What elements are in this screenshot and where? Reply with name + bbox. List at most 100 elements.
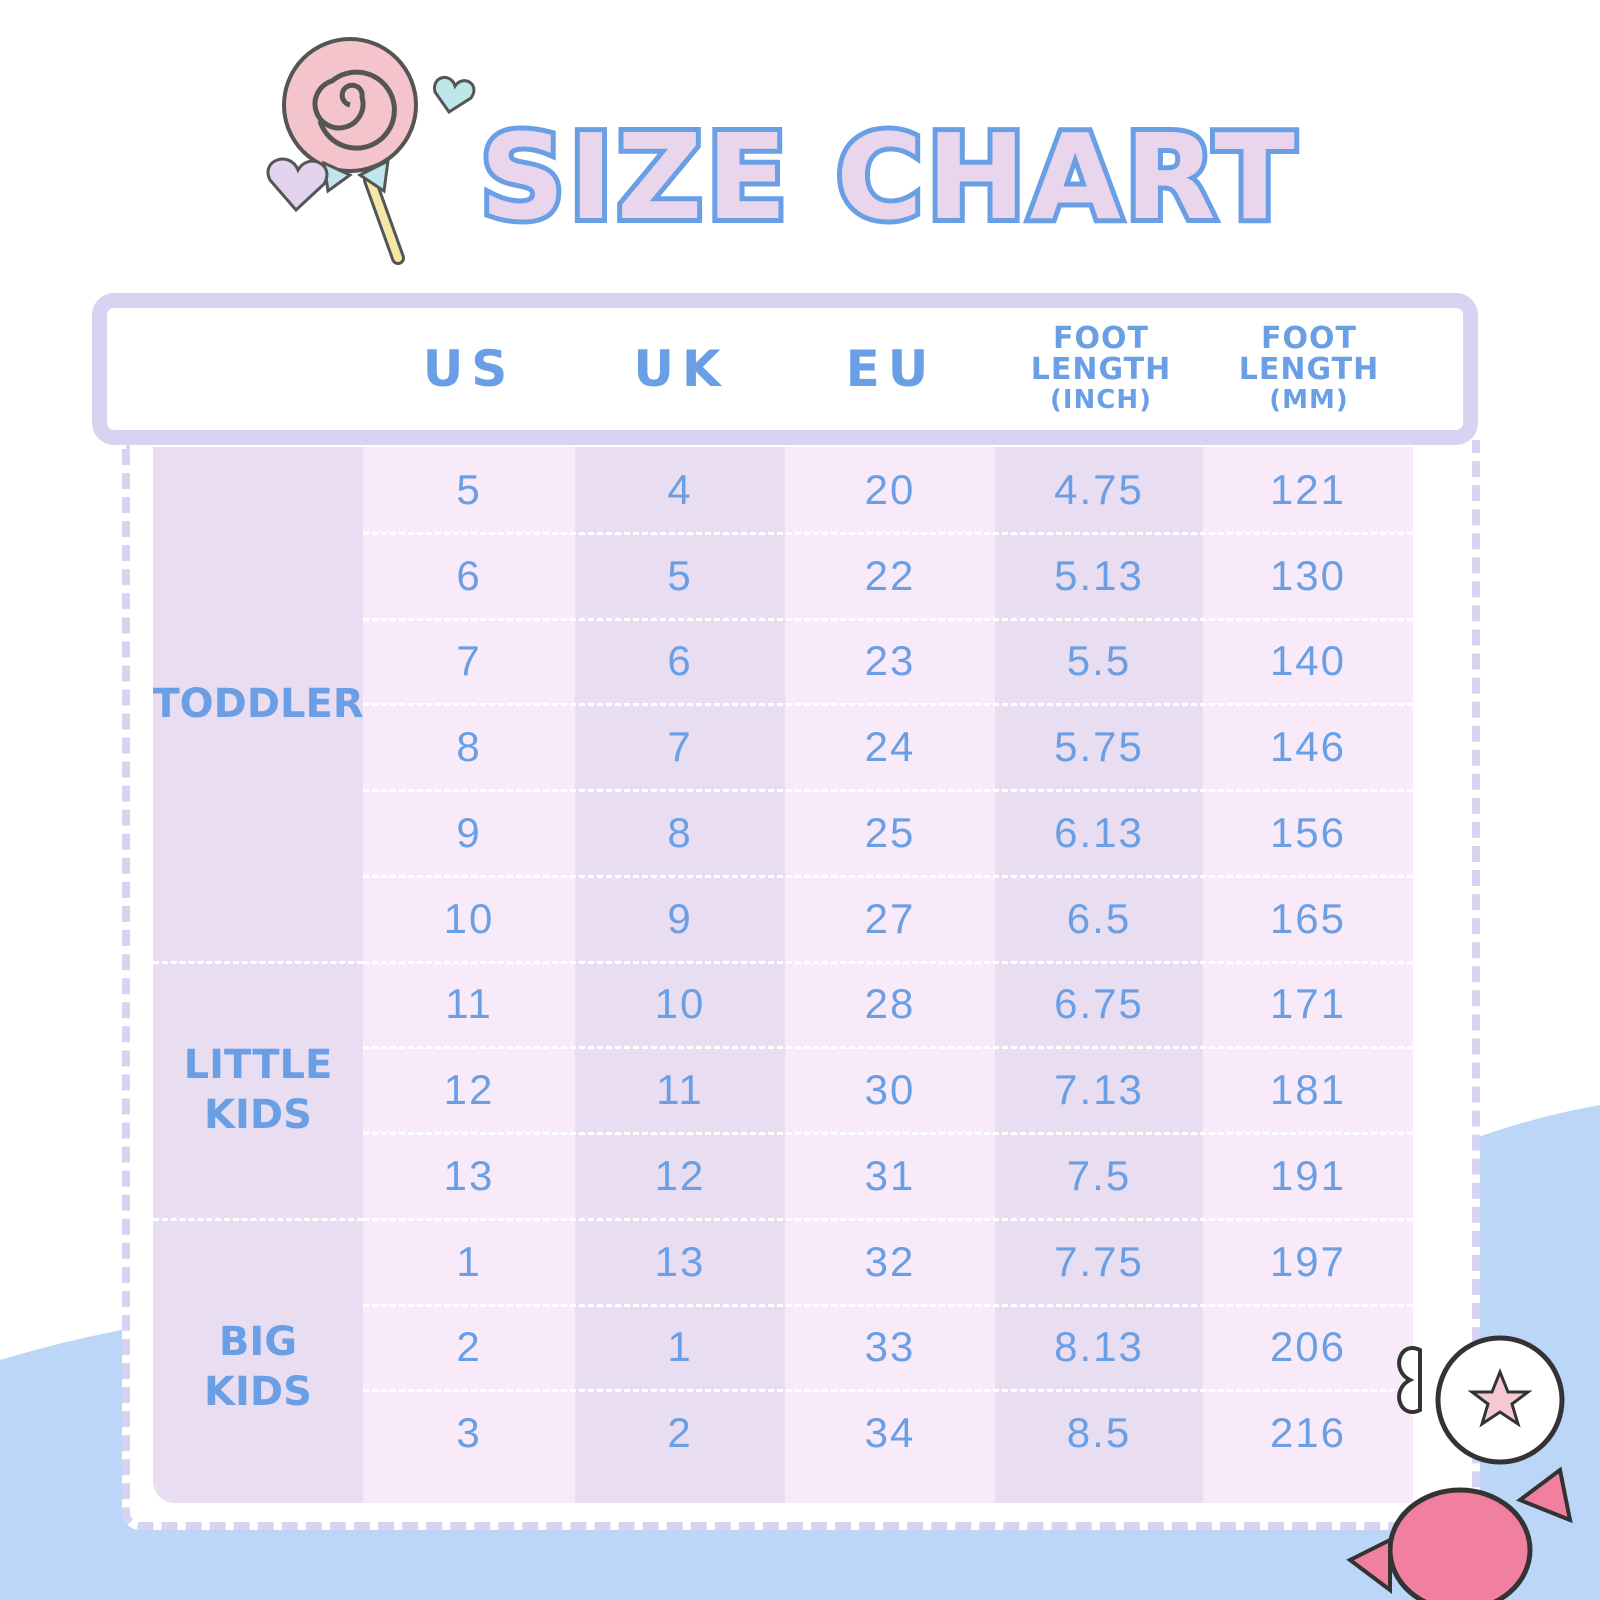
category-cell: LITTLE KIDS bbox=[153, 961, 363, 1219]
category-label: KIDS bbox=[204, 1369, 312, 1416]
column-header-line: (MM) bbox=[1269, 384, 1349, 415]
table-cell: 9 bbox=[456, 808, 482, 856]
table-cell: 5.13 bbox=[1054, 551, 1144, 599]
table-cell: 9 bbox=[667, 894, 693, 942]
table-cell: 20 bbox=[864, 465, 916, 513]
table-cell: 1 bbox=[667, 1323, 693, 1371]
column-header: US bbox=[363, 308, 575, 430]
category-cell: BIG KIDS bbox=[153, 1218, 363, 1503]
column-header: EU bbox=[785, 308, 997, 430]
column-background bbox=[785, 447, 995, 1503]
column-header-line: US bbox=[422, 340, 516, 398]
row-divider bbox=[363, 531, 1413, 535]
table-cell: 5 bbox=[456, 465, 482, 513]
table-cell: 165 bbox=[1269, 894, 1347, 942]
table-header: US UK EU FOOT LENGTH (INCH) FOOT LENGTH (MM) bbox=[92, 293, 1478, 445]
table-cell: 23 bbox=[864, 637, 916, 685]
row-divider bbox=[363, 1389, 1413, 1393]
column-background bbox=[575, 447, 785, 1503]
table-cell: 8 bbox=[667, 808, 693, 856]
row-divider bbox=[363, 1217, 1413, 1221]
column-header: UK bbox=[575, 308, 787, 430]
table-cell: 6.5 bbox=[1066, 894, 1132, 942]
column-background bbox=[1203, 447, 1413, 1503]
row-divider bbox=[363, 1132, 1413, 1135]
table-cell: 31 bbox=[864, 1151, 916, 1199]
table-cell: 13 bbox=[443, 1151, 495, 1199]
table-cell: 191 bbox=[1269, 1151, 1347, 1199]
size-table-body: TODDLER LITTLE KIDS BIG KIDS 5 4 20 4.75 121 6 5 22 5… bbox=[153, 447, 1413, 1503]
row-divider bbox=[363, 1046, 1413, 1050]
table-cell: 7 bbox=[667, 723, 693, 771]
table-cell: 8.5 bbox=[1066, 1409, 1132, 1457]
table-cell: 11 bbox=[445, 980, 493, 1028]
table-cell: 7 bbox=[456, 637, 482, 685]
column-header-line: FOOT bbox=[1261, 320, 1357, 356]
column-background bbox=[363, 447, 575, 1503]
table-cell: 156 bbox=[1269, 808, 1347, 856]
table-cell: 121 bbox=[1269, 465, 1347, 513]
table-cell: 6.75 bbox=[1054, 980, 1144, 1028]
table-cell: 34 bbox=[864, 1409, 916, 1457]
table-cell: 10 bbox=[654, 980, 706, 1028]
table-cell: 6.13 bbox=[1054, 808, 1144, 856]
table-cell: 171 bbox=[1269, 980, 1347, 1028]
lollipop-icon bbox=[266, 37, 476, 265]
table-cell: 7.5 bbox=[1066, 1151, 1132, 1199]
table-cell: 2 bbox=[456, 1323, 482, 1371]
table-cell: 7.75 bbox=[1054, 1237, 1144, 1285]
table-cell: 8 bbox=[456, 723, 482, 771]
table-cell: 5.5 bbox=[1066, 637, 1132, 685]
column-header-line: EU bbox=[845, 340, 937, 398]
category-divider bbox=[153, 960, 363, 964]
table-cell: 5.75 bbox=[1054, 723, 1144, 771]
category-label: TODDLER bbox=[153, 681, 364, 728]
table-cell: 6 bbox=[667, 637, 693, 685]
category-label: BIG bbox=[218, 1319, 298, 1366]
table-cell: 25 bbox=[864, 808, 916, 856]
table-cell: 33 bbox=[864, 1323, 916, 1371]
table-cell: 140 bbox=[1269, 637, 1347, 685]
table-cell: 30 bbox=[864, 1066, 916, 1114]
table-cell: 7.13 bbox=[1054, 1066, 1144, 1114]
row-divider bbox=[363, 703, 1413, 707]
table-cell: 6 bbox=[456, 551, 482, 599]
table-cell: 130 bbox=[1269, 551, 1347, 599]
table-cell: 28 bbox=[864, 980, 916, 1028]
row-divider bbox=[363, 789, 1413, 792]
table-cell: 32 bbox=[864, 1237, 916, 1285]
table-cell: 22 bbox=[864, 551, 916, 599]
table-cell: 8.13 bbox=[1054, 1323, 1144, 1371]
table-cell: 2 bbox=[667, 1409, 693, 1457]
category-cell: TODDLER bbox=[153, 447, 364, 962]
row-divider bbox=[363, 874, 1413, 878]
column-header-line: LENGTH bbox=[1238, 351, 1380, 387]
category-label: LITTLE bbox=[183, 1042, 333, 1089]
table-cell: 12 bbox=[443, 1066, 495, 1114]
table-cell: 24 bbox=[864, 723, 916, 771]
candy-icon bbox=[1346, 1335, 1573, 1600]
column-background bbox=[995, 447, 1203, 1503]
table-cell: 3 bbox=[456, 1409, 482, 1457]
column-header-line: (INCH) bbox=[1049, 384, 1153, 415]
table-cell: 4 bbox=[667, 465, 693, 513]
table-cell: 146 bbox=[1269, 723, 1347, 771]
column-header: FOOT LENGTH (INCH) bbox=[995, 308, 1207, 430]
column-header-line: LENGTH bbox=[1030, 351, 1172, 387]
category-divider bbox=[153, 1217, 363, 1221]
table-cell: 11 bbox=[656, 1066, 704, 1114]
row-divider bbox=[363, 960, 1413, 964]
table-cell: 216 bbox=[1269, 1409, 1347, 1457]
column-header: FOOT LENGTH (MM) bbox=[1203, 308, 1415, 430]
column-header-line: FOOT bbox=[1053, 320, 1149, 356]
column-header-line: UK bbox=[633, 340, 729, 398]
table-cell: 1 bbox=[456, 1237, 482, 1285]
table-cell: 197 bbox=[1269, 1237, 1347, 1285]
page-title: SIZE CHART bbox=[475, 108, 1300, 246]
row-divider bbox=[363, 1303, 1413, 1307]
table-cell: 13 bbox=[654, 1237, 706, 1285]
table-cell: 27 bbox=[864, 894, 916, 942]
table-cell: 12 bbox=[654, 1151, 706, 1199]
table-cell: 5 bbox=[667, 551, 693, 599]
table-cell: 4.75 bbox=[1054, 465, 1144, 513]
